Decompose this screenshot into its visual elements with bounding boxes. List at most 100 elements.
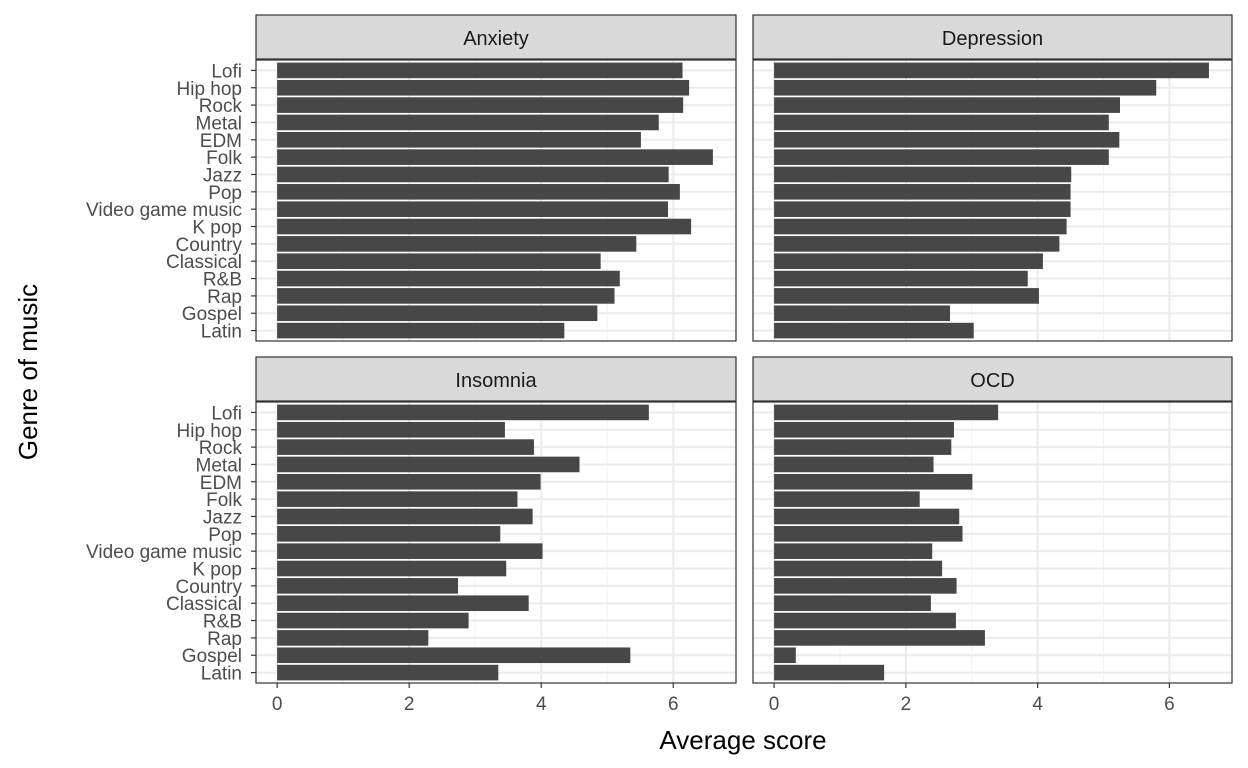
- bar: [277, 131, 641, 148]
- category-label: Video game music: [86, 542, 242, 563]
- category-label: EDM: [200, 473, 242, 494]
- bar: [774, 270, 1028, 287]
- category-label: Lofi: [211, 61, 242, 82]
- facet-strip-label: Insomnia: [455, 370, 537, 392]
- bar: [277, 647, 631, 664]
- bar: [774, 131, 1120, 148]
- bar: [277, 270, 620, 287]
- facet-panel: Depression: [752, 14, 1233, 342]
- bar: [277, 166, 669, 183]
- x-tick-label: 2: [404, 694, 415, 715]
- category-label: Video game music: [86, 200, 242, 221]
- panel-border: [255, 59, 737, 342]
- facet-panel: Anxiety: [255, 14, 737, 342]
- bar: [277, 149, 713, 165]
- panels-layer: Anxiety Depression Insomnia OCD: [255, 14, 1233, 684]
- category-label: EDM: [200, 131, 242, 152]
- x-tick-label: 4: [1032, 694, 1043, 715]
- bar: [774, 526, 963, 542]
- bar: [774, 560, 943, 577]
- bar: [774, 149, 1109, 165]
- category-label: Pop: [208, 525, 242, 546]
- bar: [277, 184, 680, 200]
- bar: [774, 578, 957, 594]
- facet-panel: Insomnia: [255, 356, 737, 684]
- x-tick-label: 2: [901, 694, 912, 715]
- category-label: Rock: [199, 438, 243, 459]
- bar: [774, 97, 1120, 113]
- category-label: Jazz: [203, 165, 242, 186]
- bar: [277, 114, 659, 131]
- bar: [774, 421, 954, 438]
- bar: [277, 201, 668, 217]
- category-label: K pop: [192, 560, 242, 581]
- bar: [774, 79, 1157, 96]
- bar: [277, 543, 543, 559]
- bar: [277, 421, 505, 438]
- x-axis-title: Average score: [659, 725, 826, 755]
- bar: [277, 491, 518, 507]
- bar: [277, 456, 580, 473]
- category-label: Classical: [166, 252, 242, 273]
- facet-panel: OCD: [752, 356, 1233, 684]
- category-label: Classical: [166, 594, 242, 615]
- bar: [277, 404, 649, 421]
- category-label: R&B: [203, 270, 242, 291]
- bar: [774, 288, 1039, 304]
- category-label: Folk: [206, 490, 242, 511]
- bar: [277, 612, 469, 629]
- bar: [774, 508, 960, 525]
- bar: [277, 218, 692, 235]
- bar: [774, 456, 934, 473]
- bar: [277, 473, 541, 490]
- bar: [774, 473, 973, 490]
- x-tick-label: 0: [272, 694, 283, 715]
- bar: [774, 595, 931, 612]
- facet-strip: [255, 14, 737, 60]
- category-label: Folk: [206, 148, 242, 169]
- bar: [277, 288, 615, 304]
- category-label: Rock: [199, 96, 243, 117]
- category-label: Rap: [207, 287, 242, 308]
- category-label: Rap: [207, 629, 242, 650]
- bar: [277, 526, 501, 542]
- bar: [277, 79, 690, 96]
- category-label: Country: [175, 235, 242, 256]
- bar: [277, 305, 598, 322]
- bar: [774, 612, 956, 629]
- bar: [774, 630, 985, 646]
- category-label: Gospel: [182, 646, 242, 667]
- bar: [277, 236, 637, 252]
- category-label: Latin: [201, 322, 242, 343]
- bar: [277, 630, 429, 646]
- bar: [774, 62, 1209, 79]
- panel-border: [255, 401, 737, 684]
- bar: [774, 647, 796, 664]
- bar: [277, 578, 459, 594]
- bar: [774, 184, 1071, 200]
- bar: [774, 114, 1109, 131]
- bar: [774, 491, 920, 507]
- bar: [774, 253, 1043, 270]
- category-label: Jazz: [203, 507, 242, 528]
- category-label: K pop: [192, 218, 242, 239]
- category-label: R&B: [203, 612, 242, 633]
- facet-strip: [255, 356, 737, 402]
- bar: [277, 97, 684, 113]
- bar: [774, 218, 1067, 235]
- category-label: Latin: [201, 664, 242, 685]
- facet-strip-label: Anxiety: [463, 28, 529, 50]
- facet-strip-label: Depression: [942, 28, 1043, 50]
- bar: [774, 305, 951, 322]
- bar: [277, 322, 565, 339]
- category-label: Gospel: [182, 304, 242, 325]
- bar: [277, 439, 534, 455]
- bar: [774, 439, 952, 455]
- bar: [774, 404, 999, 421]
- facet-strip: [752, 14, 1233, 60]
- bar: [774, 236, 1060, 252]
- facet-strip-label: OCD: [970, 370, 1014, 392]
- bar: [277, 62, 683, 79]
